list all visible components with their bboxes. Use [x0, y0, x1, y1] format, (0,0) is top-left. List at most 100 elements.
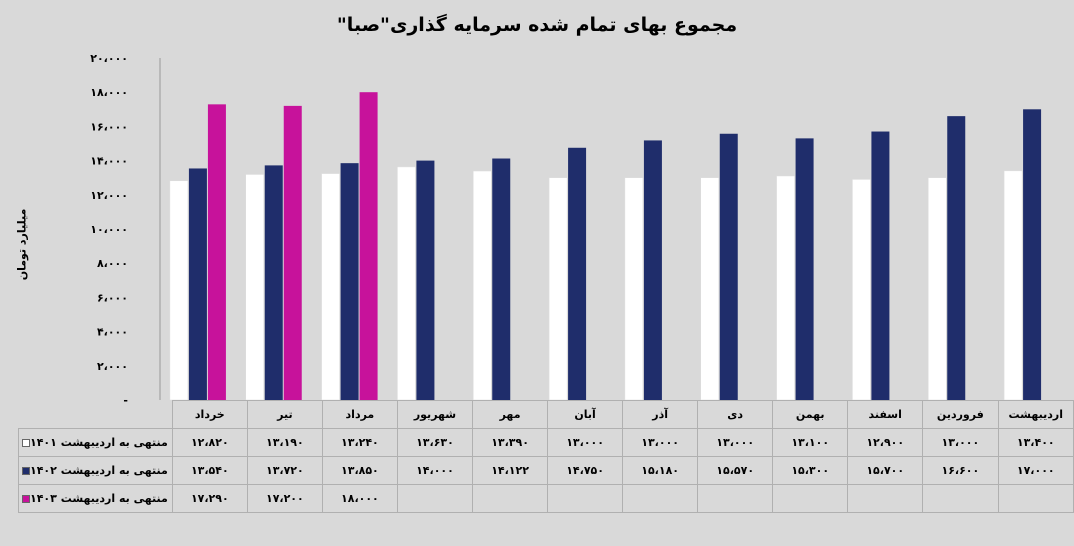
- table-row-series1: منتهی به اردیبهشت ۱۴۰۱ ۱۲،۸۲۰ ۱۳،۱۹۰ ۱۳،۲۴۰…: [18, 428, 1074, 457]
- legend-label: منتهی به اردیبهشت ۱۴۰۲: [30, 464, 168, 477]
- table-row-categories: خرداد تیر مرداد شهریور مهر آبان آذر دی بهمن اسفند…: [19, 400, 1074, 429]
- data-label: ۱۳،۲۴۰: [321, 428, 398, 457]
- data-label: ۱۳،۱۹۰: [246, 428, 323, 457]
- category-label: مرداد: [321, 400, 398, 429]
- data-label: ۱۳،۶۳۰: [396, 428, 474, 457]
- y-tick-label: -: [123, 394, 128, 407]
- data-table: خرداد تیر مرداد شهریور مهر آبان آذر دی بهمن اسفند…: [18, 400, 1074, 513]
- y-tick-label: ۱۸،۰۰۰: [90, 86, 128, 99]
- bar-series3: [283, 105, 302, 400]
- data-label: [922, 484, 999, 513]
- category-label: مهر: [472, 400, 549, 429]
- bar-series2: [1023, 109, 1042, 401]
- data-label: ۱۳،۱۰۰: [772, 428, 849, 457]
- legend-entry: منتهی به اردیبهشت ۱۴۰۱: [18, 428, 173, 457]
- bar-series2: [492, 158, 511, 400]
- bar-series1: [397, 166, 416, 401]
- data-label: ۱۴،۰۰۰: [396, 456, 474, 485]
- table-corner: [19, 401, 173, 429]
- data-label: ۱۳،۵۴۰: [171, 456, 248, 485]
- bar-series2: [188, 168, 207, 400]
- bar-series1: [473, 170, 492, 401]
- category-label: اسفند: [847, 400, 924, 429]
- data-label: ۱۳،۰۰۰: [622, 428, 699, 457]
- bar-series3: [207, 104, 226, 400]
- bar-series1: [852, 179, 871, 401]
- bar-series2: [795, 138, 814, 400]
- legend-swatch: [22, 467, 30, 475]
- data-label: ۱۲،۹۰۰: [847, 428, 924, 457]
- y-tick-label: ۱۶،۰۰۰: [90, 120, 128, 133]
- bar-series2: [568, 147, 587, 400]
- data-label: [772, 484, 849, 513]
- category-label: بهمن: [772, 400, 849, 429]
- bar-series2: [947, 116, 966, 400]
- table-row-series3: منتهی به اردیبهشت ۱۴۰۳ ۱۷،۲۹۰ ۱۷،۲۰۰ ۱۸،۰۰۰: [18, 484, 1074, 513]
- data-label: ۱۲،۸۲۰: [171, 428, 248, 457]
- data-label: ۱۴،۱۲۲: [472, 456, 549, 485]
- y-tick-label: ۱۴،۰۰۰: [90, 155, 128, 168]
- bar-series1: [169, 180, 189, 401]
- table-row-series2: منتهی به اردیبهشت ۱۴۰۲ ۱۳،۵۴۰ ۱۳،۷۲۰ ۱۳،۸۵۰…: [18, 456, 1074, 485]
- legend-swatch: [22, 439, 30, 447]
- bar-series1: [1003, 170, 1023, 401]
- bar-series1: [548, 177, 568, 401]
- bar-series3: [359, 92, 378, 400]
- y-tick-label: ۲،۰۰۰: [97, 360, 128, 373]
- category-label: خرداد: [171, 400, 248, 429]
- y-tick-label: ۴،۰۰۰: [97, 326, 128, 339]
- data-label: ۱۷،۰۰۰: [997, 456, 1074, 485]
- chart-title: مجموع بهای تمام شده سرمایه گذاری"صبا": [336, 14, 738, 36]
- category-label: آذر: [622, 400, 699, 429]
- data-label: ۱۵،۳۰۰: [772, 456, 849, 485]
- legend-entry: منتهی به اردیبهشت ۱۴۰۲: [18, 456, 173, 485]
- data-label: ۱۳،۰۰۰: [547, 428, 624, 457]
- bar-series1: [928, 177, 947, 401]
- data-label: [697, 484, 774, 513]
- legend-swatch: [22, 495, 30, 503]
- bar-series1: [321, 173, 340, 401]
- data-label: [847, 484, 924, 513]
- bar-series2: [340, 163, 359, 400]
- data-label: ۱۵،۵۷۰: [697, 456, 774, 485]
- data-label: ۱۳،۸۵۰: [321, 456, 398, 485]
- data-label: [997, 484, 1074, 513]
- data-label: ۱۷،۲۹۰: [171, 484, 248, 513]
- data-label: ۱۶،۶۰۰: [922, 456, 999, 485]
- y-tick-label: ۱۰،۰۰۰: [90, 223, 128, 236]
- bar-series1: [776, 175, 795, 401]
- y-tick-label: ۸،۰۰۰: [97, 257, 128, 270]
- data-label: ۱۵،۱۸۰: [622, 456, 699, 485]
- bar-series2: [643, 140, 662, 400]
- bar-series2: [416, 160, 435, 400]
- category-label: اردیبهشت: [997, 400, 1074, 429]
- data-label: [472, 484, 549, 513]
- legend-label: منتهی به اردیبهشت ۱۴۰۱: [30, 436, 168, 449]
- data-label: [622, 484, 699, 513]
- data-label: ۱۳،۴۰۰: [997, 428, 1074, 457]
- data-label: ۱۸،۰۰۰: [321, 484, 398, 513]
- bar-series2: [719, 133, 738, 401]
- category-label: شهریور: [396, 400, 474, 429]
- legend-label: منتهی به اردیبهشت ۱۴۰۳: [30, 492, 168, 505]
- data-label: [396, 484, 474, 513]
- bar-series1: [245, 174, 264, 401]
- category-label: آبان: [547, 400, 624, 429]
- data-label: ۱۳،۷۲۰: [246, 456, 323, 485]
- data-label: ۱۴،۷۵۰: [547, 456, 624, 485]
- data-label: ۱۵،۷۰۰: [847, 456, 924, 485]
- bar-series1: [624, 177, 644, 401]
- legend-entry: منتهی به اردیبهشت ۱۴۰۳: [18, 484, 173, 513]
- category-label: تیر: [246, 400, 323, 429]
- data-label: ۱۳،۰۰۰: [922, 428, 999, 457]
- category-label: فروردین: [922, 400, 999, 429]
- bar-series2: [871, 131, 890, 400]
- data-label: ۱۳،۰۰۰: [697, 428, 774, 457]
- category-label: دی: [697, 400, 774, 429]
- y-tick-label: ۶،۰۰۰: [97, 291, 128, 304]
- bar-series2: [264, 165, 283, 400]
- y-tick-label: ۲۰،۰۰۰: [90, 52, 128, 65]
- data-label: ۱۳،۳۹۰: [472, 428, 549, 457]
